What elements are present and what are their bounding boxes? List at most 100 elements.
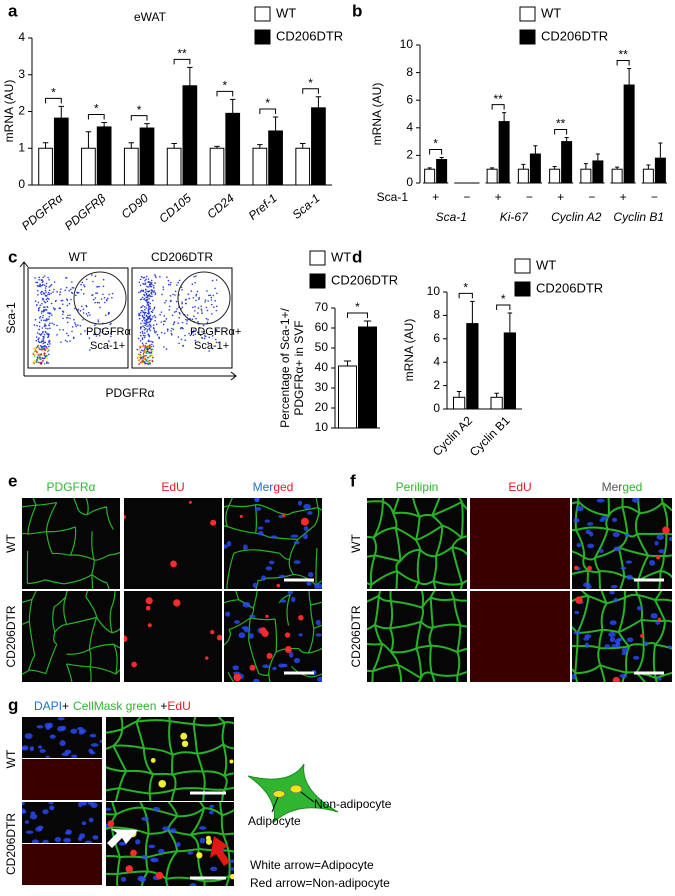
flow-event xyxy=(138,354,140,357)
flow-event xyxy=(38,328,40,331)
flow-event xyxy=(45,361,48,364)
panel-label: c xyxy=(8,247,17,266)
nucleus xyxy=(289,651,294,658)
flow-event xyxy=(97,319,100,321)
flow-event xyxy=(108,340,110,342)
flow-event xyxy=(142,318,145,320)
significance-label: * xyxy=(355,300,360,314)
flow-event xyxy=(82,312,85,314)
significance-label: ** xyxy=(556,117,566,131)
legend-label: WT xyxy=(536,257,556,272)
flow-event xyxy=(75,325,78,328)
flow-event xyxy=(201,336,203,339)
flow-event xyxy=(154,316,157,318)
legend-swatch xyxy=(254,6,271,22)
flow-event xyxy=(36,304,38,306)
error-bar xyxy=(646,164,651,170)
edu-signal xyxy=(188,500,192,504)
nucleus xyxy=(106,807,112,811)
legend-swatch xyxy=(254,29,271,45)
nucleus xyxy=(22,802,25,806)
flow-event xyxy=(94,297,97,299)
flow-event xyxy=(43,362,46,365)
edu-signal xyxy=(205,656,209,660)
flow-event xyxy=(153,291,155,293)
flow-event xyxy=(41,349,43,351)
edu-signal xyxy=(266,652,273,659)
nucleus xyxy=(199,826,207,830)
micrograph xyxy=(22,844,102,885)
edu-signal xyxy=(124,635,128,643)
nucleus xyxy=(42,809,49,815)
flow-event xyxy=(50,314,53,316)
nucleus xyxy=(248,633,254,639)
flow-event xyxy=(139,311,142,314)
flow-event xyxy=(172,323,175,326)
flow-event xyxy=(187,293,190,296)
flow-event xyxy=(145,307,147,309)
significance-label: * xyxy=(308,76,313,90)
flow-event xyxy=(46,297,49,300)
flow-event xyxy=(41,310,43,313)
flow-event xyxy=(39,291,42,294)
flow-event xyxy=(151,290,154,292)
nucleus xyxy=(302,533,308,540)
flow-event xyxy=(108,312,110,314)
nucleus xyxy=(225,611,231,617)
flow-event xyxy=(139,345,141,348)
flow-event xyxy=(142,325,144,327)
group-label: Sca-1 xyxy=(436,210,467,224)
flow-event xyxy=(147,311,150,313)
flow-event xyxy=(47,336,49,339)
flow-event xyxy=(208,350,210,352)
flow-event xyxy=(110,332,112,335)
flow-event xyxy=(81,305,83,308)
flow-event xyxy=(211,279,214,282)
flow-event xyxy=(146,325,148,328)
flow-event xyxy=(142,316,145,319)
edu-signal xyxy=(216,634,222,641)
flow-event xyxy=(37,301,40,304)
micrograph xyxy=(470,498,570,589)
column-header-part: Perilipin xyxy=(396,480,439,494)
nucleus xyxy=(242,544,248,551)
flow-event xyxy=(148,347,151,350)
flow-event xyxy=(212,294,215,297)
nucleus xyxy=(573,631,582,635)
nucleus xyxy=(587,543,595,549)
flow-event xyxy=(160,321,163,323)
flow-event xyxy=(191,283,194,285)
flow-event xyxy=(67,334,70,337)
flow-event xyxy=(141,319,144,322)
bar xyxy=(490,396,503,410)
flow-event xyxy=(162,323,165,326)
column-header-part: ged xyxy=(273,480,293,494)
nucleus xyxy=(619,674,628,678)
micrograph xyxy=(572,498,672,589)
nucleus xyxy=(78,802,83,808)
nucleus xyxy=(65,829,72,834)
nucleus xyxy=(293,657,301,664)
x-tick-label: + xyxy=(557,190,564,204)
flow-event xyxy=(40,361,43,364)
flow-event xyxy=(169,283,172,286)
bar xyxy=(592,160,604,184)
error-bar xyxy=(658,142,663,159)
flow-event xyxy=(82,308,85,311)
flow-event xyxy=(44,356,47,358)
column-header-part: Mer xyxy=(602,480,623,494)
nucleus xyxy=(48,802,54,805)
flow-event xyxy=(43,300,46,303)
nucleus xyxy=(644,641,649,647)
flow-event xyxy=(44,287,47,289)
flow-event xyxy=(77,291,80,294)
flow-event xyxy=(147,309,150,312)
flow-event xyxy=(148,297,150,300)
flow-event xyxy=(106,297,109,300)
column-header-part: Mer xyxy=(253,480,274,494)
y-tick-label: 1 xyxy=(18,140,25,154)
nucleus xyxy=(604,644,610,649)
flow-event xyxy=(71,286,74,289)
flow-event xyxy=(202,324,205,327)
nucleus xyxy=(232,665,239,671)
